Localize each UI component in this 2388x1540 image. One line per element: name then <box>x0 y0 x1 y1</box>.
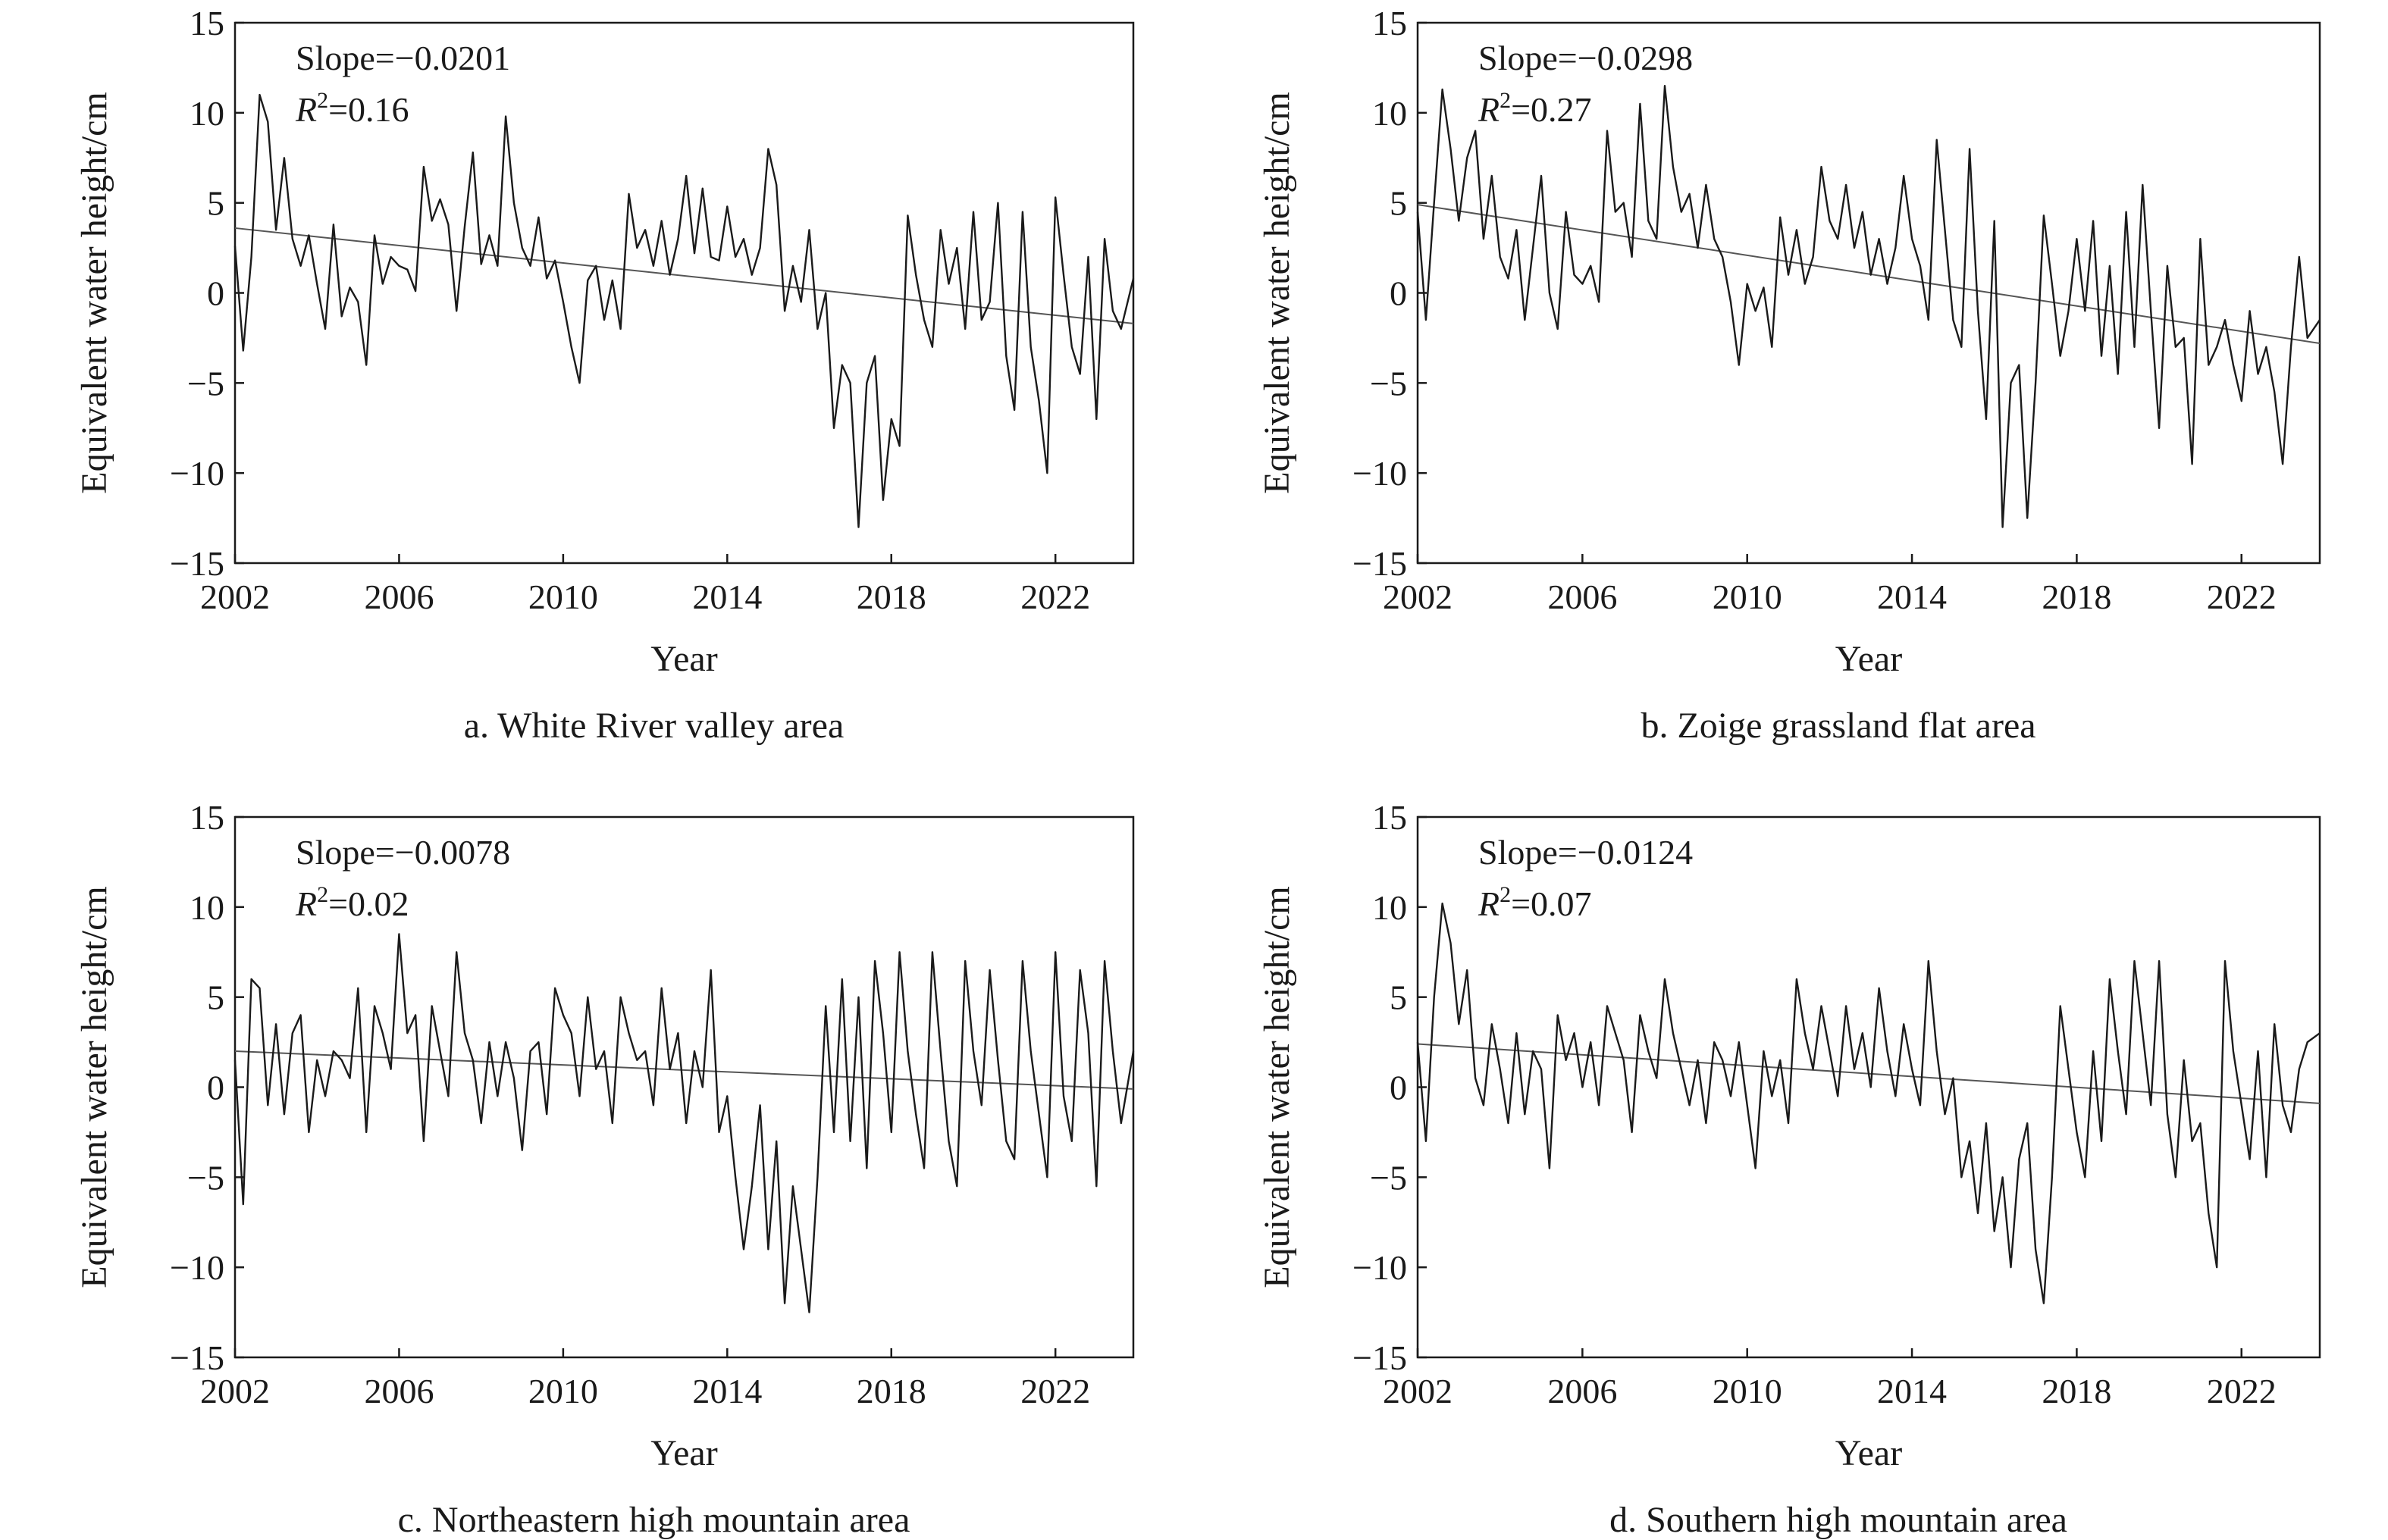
x-tick-label: 2014 <box>1877 1372 1947 1410</box>
x-tick-label: 2022 <box>2207 1372 2277 1410</box>
y-tick-label: 0 <box>207 1069 224 1107</box>
x-axis-title: Year <box>650 639 717 679</box>
y-tick-label: −5 <box>187 1158 224 1197</box>
r2-value: =0.02 <box>328 884 409 923</box>
y-axis-title: Equivalent water height/cm <box>74 886 114 1288</box>
panel-caption: a. White River valley area <box>464 706 845 746</box>
r2-symbol: R <box>295 884 317 923</box>
r2-superscript: 2 <box>1500 882 1511 907</box>
r2-value: =0.16 <box>328 90 409 129</box>
y-axis-title: Equivalent water height/cm <box>1257 886 1297 1288</box>
r2-symbol: R <box>295 90 317 129</box>
y-tick-label: −5 <box>1370 364 1407 402</box>
panel-caption: c. Northeastern high mountain area <box>398 1500 910 1540</box>
x-tick-label: 2022 <box>1020 1372 1090 1410</box>
x-tick-label: 2018 <box>2042 578 2111 616</box>
r2-symbol: R <box>1478 884 1500 923</box>
y-tick-label: 5 <box>1390 978 1407 1017</box>
x-tick-label: 2022 <box>1020 578 1090 616</box>
x-tick-label: 2014 <box>692 578 762 616</box>
y-tick-label: 10 <box>190 888 224 927</box>
r2-value: =0.07 <box>1511 884 1591 923</box>
y-tick-label: −5 <box>1370 1158 1407 1197</box>
x-tick-label: 2018 <box>2042 1372 2111 1410</box>
y-tick-label: 0 <box>207 274 224 313</box>
series-line <box>1416 902 2321 1304</box>
y-tick-label: −15 <box>170 1338 224 1377</box>
y-tick-label: −15 <box>170 544 224 583</box>
x-tick-label: 2014 <box>692 1372 762 1410</box>
series-line <box>1416 84 2321 528</box>
r2-superscript: 2 <box>317 882 328 907</box>
y-tick-label: 15 <box>190 4 224 42</box>
x-tick-label: 2018 <box>857 1372 926 1410</box>
x-tick-label: 2006 <box>1547 578 1617 616</box>
r2-annotation: R2=0.02 <box>295 882 409 923</box>
y-axis-title: Equivalent water height/cm <box>74 92 114 493</box>
x-tick-label: 2010 <box>528 1372 598 1410</box>
slope-annotation: Slope=−0.0201 <box>296 39 510 77</box>
x-tick-label: 2014 <box>1877 578 1947 616</box>
x-tick-label: 2010 <box>528 578 598 616</box>
x-tick-label: 2010 <box>1713 1372 1782 1410</box>
y-tick-label: −15 <box>1352 544 1407 583</box>
y-tick-label: 10 <box>190 94 224 133</box>
x-tick-label: 2002 <box>200 578 270 616</box>
y-tick-label: 5 <box>1390 184 1407 223</box>
x-tick-label: 2006 <box>364 1372 434 1410</box>
slope-annotation: Slope=−0.0298 <box>1478 39 1693 77</box>
panel-caption: d. Southern high mountain area <box>1609 1500 2067 1540</box>
x-tick-label: 2002 <box>1383 1372 1453 1410</box>
trend-line <box>234 227 1134 324</box>
y-tick-label: 15 <box>190 798 224 837</box>
series-line <box>233 93 1135 528</box>
x-axis-title: Year <box>1835 639 1902 679</box>
y-tick-label: −10 <box>1352 454 1407 493</box>
slope-annotation: Slope=−0.0078 <box>296 833 510 872</box>
x-tick-label: 2018 <box>857 578 926 616</box>
y-tick-label: 0 <box>1390 1069 1407 1107</box>
x-tick-label: 2010 <box>1713 578 1782 616</box>
y-tick-label: 10 <box>1372 94 1407 133</box>
r2-annotation: R2=0.16 <box>295 88 409 129</box>
x-tick-label: 2006 <box>1547 1372 1617 1410</box>
y-tick-label: 15 <box>1372 4 1407 42</box>
y-tick-label: −10 <box>170 1248 224 1287</box>
x-axis-title: Year <box>1835 1433 1902 1473</box>
r2-superscript: 2 <box>1500 88 1511 113</box>
y-tick-label: 15 <box>1372 798 1407 837</box>
y-tick-label: −15 <box>1352 1338 1407 1377</box>
y-tick-label: 5 <box>207 184 224 223</box>
x-tick-label: 2002 <box>1383 578 1453 616</box>
x-tick-label: 2002 <box>200 1372 270 1410</box>
x-axis-title: Year <box>650 1433 717 1473</box>
slope-annotation: Slope=−0.0124 <box>1478 833 1693 872</box>
y-tick-label: −10 <box>1352 1248 1407 1287</box>
y-tick-label: 5 <box>207 978 224 1017</box>
r2-annotation: R2=0.27 <box>1478 88 1592 129</box>
r2-value: =0.27 <box>1511 90 1591 129</box>
panel-caption: b. Zoige grassland flat area <box>1641 706 2035 746</box>
r2-superscript: 2 <box>317 88 328 113</box>
r2-symbol: R <box>1478 90 1500 129</box>
x-tick-label: 2022 <box>2207 578 2277 616</box>
trend-line <box>1417 204 2321 345</box>
x-tick-label: 2006 <box>364 578 434 616</box>
r2-annotation: R2=0.07 <box>1478 882 1592 923</box>
y-tick-label: −10 <box>170 454 224 493</box>
y-tick-label: 10 <box>1372 888 1407 927</box>
y-tick-label: −5 <box>187 364 224 402</box>
y-tick-label: 0 <box>1390 274 1407 313</box>
y-axis-title: Equivalent water height/cm <box>1257 92 1297 493</box>
series-line <box>233 933 1135 1313</box>
